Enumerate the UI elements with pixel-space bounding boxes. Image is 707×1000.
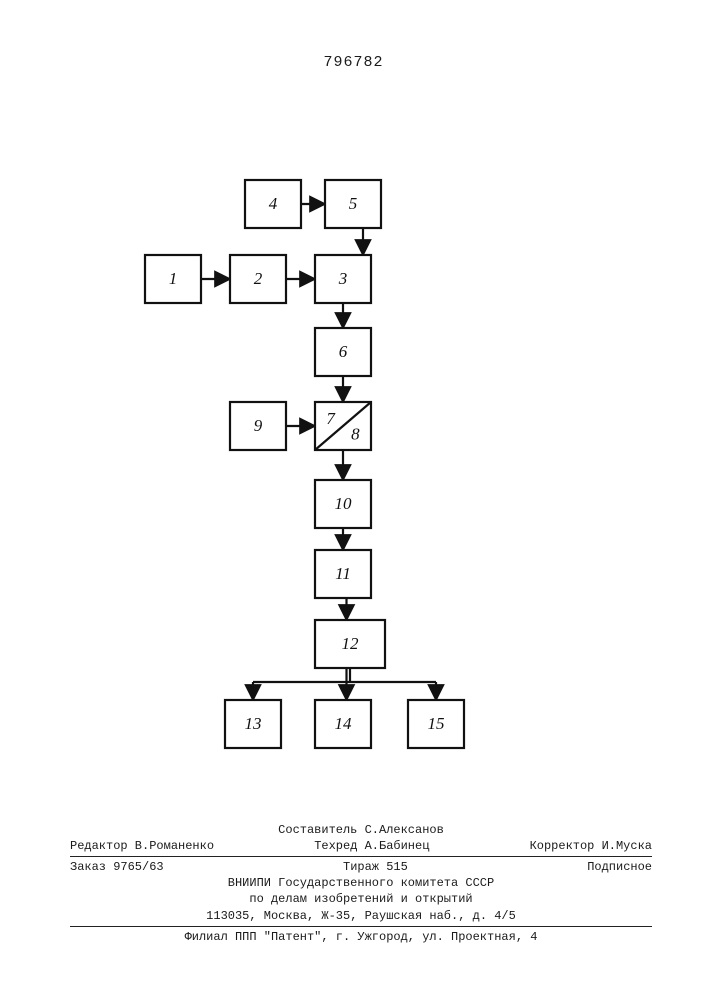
svg-text:1: 1 — [169, 269, 178, 288]
svg-text:12: 12 — [342, 634, 360, 653]
editor: Редактор В.Романенко — [70, 838, 214, 854]
colophon: Составитель С.Алексанов Редактор В.Роман… — [70, 822, 652, 945]
doc-number: 796782 — [0, 54, 707, 71]
svg-text:15: 15 — [428, 714, 445, 733]
svg-text:4: 4 — [269, 194, 278, 213]
order-no: Заказ 9765/63 — [70, 859, 164, 875]
org-line-1: ВНИИПИ Государственного комитета СССР — [70, 875, 652, 891]
order-row: Заказ 9765/63 Тираж 515 Подписное — [70, 859, 652, 875]
svg-text:2: 2 — [254, 269, 263, 288]
svg-text:7: 7 — [326, 409, 336, 428]
print-run: Тираж 515 — [343, 859, 408, 875]
page: 796782 123456789101112131415 Составитель… — [0, 0, 707, 1000]
svg-text:14: 14 — [335, 714, 353, 733]
svg-text:10: 10 — [335, 494, 353, 513]
credits-row: Редактор В.Романенко Техред А.Бабинец Ко… — [70, 838, 652, 854]
rule-1 — [70, 856, 652, 857]
block-diagram: 123456789101112131415 — [0, 140, 707, 760]
branch: Филиал ППП "Патент", г. Ужгород, ул. Про… — [70, 929, 652, 945]
address: 113035, Москва, Ж-35, Раушская наб., д. … — [70, 908, 652, 924]
proofreader: Корректор И.Муска — [530, 838, 652, 854]
svg-text:3: 3 — [338, 269, 348, 288]
svg-text:5: 5 — [349, 194, 358, 213]
rule-2 — [70, 926, 652, 927]
compiler-line: Составитель С.Алексанов — [70, 822, 652, 838]
svg-text:13: 13 — [245, 714, 262, 733]
svg-text:9: 9 — [254, 416, 263, 435]
tech-editor: Техред А.Бабинец — [314, 838, 429, 854]
svg-text:8: 8 — [351, 425, 360, 444]
svg-text:11: 11 — [335, 564, 351, 583]
svg-text:6: 6 — [339, 342, 348, 361]
subscription: Подписное — [587, 859, 652, 875]
org-line-2: по делам изобретений и открытий — [70, 891, 652, 907]
